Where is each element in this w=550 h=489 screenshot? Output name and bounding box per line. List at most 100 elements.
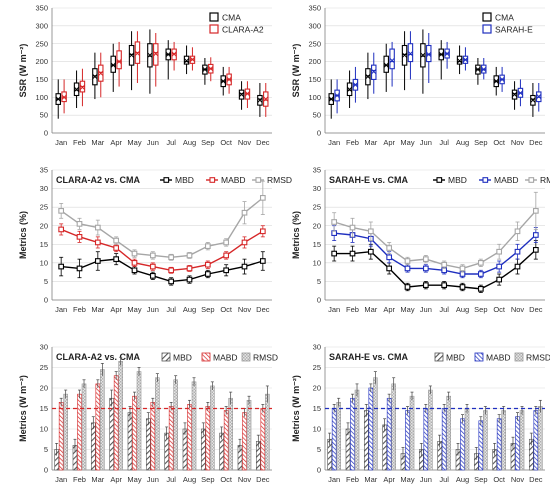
box-mean-marker xyxy=(74,86,80,92)
box-mean-marker xyxy=(438,51,444,57)
x-tick-label: Aug xyxy=(456,305,469,314)
legend-label: MABD xyxy=(486,353,511,363)
legend-label: RMSD xyxy=(526,353,550,363)
x-tick-label: Apr xyxy=(110,475,122,484)
y-tick-label: 25 xyxy=(40,363,48,372)
x-tick-label: Jun xyxy=(420,305,432,314)
x-tick-label: Sep xyxy=(474,305,487,314)
y-tick-label: 10 xyxy=(313,425,321,434)
bar xyxy=(118,361,124,471)
legend-marker xyxy=(255,177,262,183)
box-mean-marker xyxy=(481,66,487,72)
box-mean-marker xyxy=(92,74,98,80)
box-iqr xyxy=(407,43,414,63)
x-tick-label: Oct xyxy=(493,475,506,484)
series-point xyxy=(441,282,448,288)
y-axis-label: SSR (W m⁻²) xyxy=(18,44,28,98)
y-tick-label: 5 xyxy=(44,445,48,454)
x-tick-label: May xyxy=(127,475,141,484)
bar xyxy=(113,375,119,471)
x-tick-label: Sep xyxy=(201,138,214,147)
box-mean-marker xyxy=(457,58,463,64)
series-line xyxy=(61,258,264,283)
x-tick-label: Sep xyxy=(201,305,214,314)
series-point xyxy=(149,273,156,279)
legend-label: RMSD xyxy=(267,175,292,185)
box-mean-marker xyxy=(165,51,171,57)
y-tick-label: 20 xyxy=(40,384,48,393)
x-tick-label: May xyxy=(400,305,414,314)
box-mean-marker xyxy=(347,86,353,92)
x-tick-label: Nov xyxy=(238,475,252,484)
x-tick-label: Oct xyxy=(220,305,233,314)
y-tick-label: 10 xyxy=(40,258,48,267)
legend-label: CMA xyxy=(222,13,241,23)
series-point xyxy=(58,226,65,233)
series-point xyxy=(514,248,521,255)
x-tick-label: Nov xyxy=(511,138,525,147)
x-tick-label: Aug xyxy=(183,475,196,484)
y-tick-label: 30 xyxy=(40,184,48,193)
legend-label: MBD xyxy=(446,353,465,363)
bar xyxy=(242,412,247,471)
x-tick-label: Jan xyxy=(55,305,67,314)
x-tick-label: Feb xyxy=(346,305,359,314)
y-tick-label: 50 xyxy=(40,111,48,120)
legend-marker xyxy=(482,177,489,183)
y-tick-label: 5 xyxy=(317,445,321,454)
x-tick-label: Feb xyxy=(73,138,86,147)
y-tick-label: 15 xyxy=(40,240,48,249)
y-tick-label: 25 xyxy=(40,203,48,212)
series-line xyxy=(334,232,537,275)
box-mean-marker xyxy=(98,70,104,76)
x-tick-label: Feb xyxy=(346,475,359,484)
x-tick-label: Aug xyxy=(183,305,196,314)
series-line xyxy=(333,210,537,270)
series-point xyxy=(404,265,411,272)
series-point xyxy=(113,245,120,251)
x-tick-label: Nov xyxy=(238,305,252,314)
x-tick-label: Nov xyxy=(511,475,525,484)
x-tick-label: Mar xyxy=(91,475,104,484)
y-tick-label: 30 xyxy=(40,343,48,352)
x-tick-label: Dec xyxy=(529,305,543,314)
x-tick-label: May xyxy=(400,138,414,147)
box-mean-marker xyxy=(244,91,250,97)
bar xyxy=(168,406,174,471)
x-tick-label: Apr xyxy=(383,305,395,314)
legend-label: SARAH-E xyxy=(495,25,533,35)
x-tick-label: Aug xyxy=(183,138,196,147)
series-point xyxy=(58,208,65,214)
series-point xyxy=(404,284,411,290)
x-tick-label: May xyxy=(127,138,141,147)
series-point xyxy=(223,239,230,246)
x-tick-label: Dec xyxy=(529,138,543,147)
x-tick-label: Oct xyxy=(220,138,233,147)
series-point xyxy=(259,258,266,264)
box-mean-marker xyxy=(530,97,536,103)
series-point xyxy=(168,278,175,285)
box-mean-marker xyxy=(402,52,408,58)
series-point xyxy=(131,250,138,257)
legend-swatch xyxy=(209,12,219,22)
x-tick-label: Jul xyxy=(439,475,449,484)
x-tick-label: May xyxy=(400,475,414,484)
series-line xyxy=(60,228,264,271)
bar xyxy=(391,383,397,471)
box-mean-marker xyxy=(371,69,377,75)
bar xyxy=(446,395,452,471)
bar xyxy=(81,383,87,471)
box-mean-marker xyxy=(536,94,542,100)
x-tick-label: Jan xyxy=(55,475,67,484)
bar xyxy=(191,381,197,471)
series-point xyxy=(241,209,248,216)
series-point xyxy=(168,267,175,274)
x-tick-label: Oct xyxy=(493,138,506,147)
bar xyxy=(428,389,433,471)
panel-box-sarah: 0 50 100 150 200 250 300 350 Jan Feb Mar Apr May Jun J… xyxy=(291,4,545,147)
y-tick-label: 25 xyxy=(313,203,321,212)
x-tick-label: Jan xyxy=(328,475,340,484)
box-iqr xyxy=(383,55,389,73)
y-axis-label: Metrics (W m⁻²) xyxy=(18,375,28,442)
y-tick-label: 0 xyxy=(317,296,321,305)
